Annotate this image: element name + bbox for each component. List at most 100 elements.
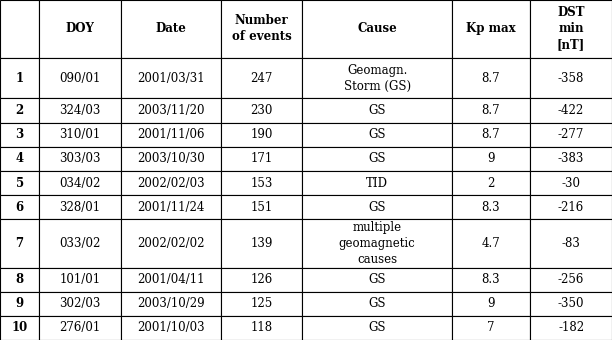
Text: 328/01: 328/01 xyxy=(59,201,100,214)
Bar xyxy=(452,171,530,195)
Text: 247: 247 xyxy=(250,71,273,85)
Bar xyxy=(39,147,121,171)
Bar xyxy=(121,219,220,268)
Bar xyxy=(452,219,530,268)
Text: 2: 2 xyxy=(487,176,494,189)
Text: 4: 4 xyxy=(15,152,24,165)
Bar xyxy=(302,57,452,99)
Text: -182: -182 xyxy=(558,321,584,335)
Bar xyxy=(530,219,612,268)
Text: GS: GS xyxy=(368,201,386,214)
Text: 8.7: 8.7 xyxy=(482,104,501,117)
Bar xyxy=(530,123,612,147)
Bar xyxy=(121,171,220,195)
Bar xyxy=(121,99,220,123)
Text: 2001/10/03: 2001/10/03 xyxy=(137,321,204,335)
Text: 2002/02/02: 2002/02/02 xyxy=(137,237,204,250)
Text: 2003/11/20: 2003/11/20 xyxy=(137,104,204,117)
Bar xyxy=(530,292,612,316)
Bar xyxy=(0,147,39,171)
Text: -350: -350 xyxy=(558,297,584,310)
Bar xyxy=(220,195,302,219)
Text: 10: 10 xyxy=(12,321,28,335)
Bar xyxy=(302,268,452,292)
Bar xyxy=(530,0,612,57)
Bar xyxy=(0,123,39,147)
Text: 8: 8 xyxy=(15,273,24,286)
Bar xyxy=(121,147,220,171)
Bar xyxy=(220,268,302,292)
Text: GS: GS xyxy=(368,321,386,335)
Bar xyxy=(220,99,302,123)
Text: 139: 139 xyxy=(250,237,273,250)
Text: 276/01: 276/01 xyxy=(59,321,101,335)
Bar xyxy=(530,99,612,123)
Text: 2003/10/30: 2003/10/30 xyxy=(137,152,204,165)
Bar xyxy=(302,171,452,195)
Bar xyxy=(452,316,530,340)
Bar xyxy=(121,123,220,147)
Text: 153: 153 xyxy=(250,176,273,189)
Text: 190: 190 xyxy=(250,128,273,141)
Bar xyxy=(0,195,39,219)
Text: GS: GS xyxy=(368,104,386,117)
Text: -216: -216 xyxy=(558,201,584,214)
Text: -256: -256 xyxy=(558,273,584,286)
Bar xyxy=(220,171,302,195)
Text: 8.7: 8.7 xyxy=(482,71,501,85)
Text: 033/02: 033/02 xyxy=(59,237,101,250)
Text: TID: TID xyxy=(366,176,388,189)
Bar xyxy=(220,147,302,171)
Text: 2001/11/06: 2001/11/06 xyxy=(137,128,204,141)
Bar xyxy=(39,123,121,147)
Bar xyxy=(220,316,302,340)
Text: 302/03: 302/03 xyxy=(59,297,101,310)
Bar xyxy=(220,57,302,99)
Text: 8.3: 8.3 xyxy=(482,273,501,286)
Text: -30: -30 xyxy=(562,176,581,189)
Bar xyxy=(39,219,121,268)
Text: 6: 6 xyxy=(15,201,24,214)
Text: 5: 5 xyxy=(15,176,24,189)
Text: 2003/10/29: 2003/10/29 xyxy=(137,297,204,310)
Bar xyxy=(530,316,612,340)
Text: DOY: DOY xyxy=(65,22,94,35)
Text: -277: -277 xyxy=(558,128,584,141)
Bar xyxy=(302,0,452,57)
Text: -383: -383 xyxy=(558,152,584,165)
Text: 230: 230 xyxy=(250,104,273,117)
Text: 125: 125 xyxy=(250,297,273,310)
Bar xyxy=(121,268,220,292)
Bar xyxy=(39,268,121,292)
Bar xyxy=(0,219,39,268)
Text: 303/03: 303/03 xyxy=(59,152,101,165)
Text: 118: 118 xyxy=(250,321,272,335)
Bar xyxy=(0,57,39,99)
Text: 2001/11/24: 2001/11/24 xyxy=(137,201,204,214)
Bar xyxy=(530,268,612,292)
Bar xyxy=(121,292,220,316)
Bar xyxy=(452,268,530,292)
Text: GS: GS xyxy=(368,273,386,286)
Text: 9: 9 xyxy=(487,152,494,165)
Bar xyxy=(452,99,530,123)
Bar xyxy=(302,195,452,219)
Text: 7: 7 xyxy=(487,321,494,335)
Bar xyxy=(452,292,530,316)
Text: GS: GS xyxy=(368,152,386,165)
Bar xyxy=(302,316,452,340)
Text: 310/01: 310/01 xyxy=(59,128,101,141)
Text: 090/01: 090/01 xyxy=(59,71,101,85)
Bar xyxy=(39,195,121,219)
Bar xyxy=(220,219,302,268)
Bar xyxy=(302,147,452,171)
Bar xyxy=(0,268,39,292)
Text: 9: 9 xyxy=(15,297,24,310)
Bar xyxy=(121,57,220,99)
Text: 1: 1 xyxy=(15,71,24,85)
Bar xyxy=(121,195,220,219)
Bar xyxy=(39,292,121,316)
Text: Cause: Cause xyxy=(357,22,397,35)
Text: 2001/03/31: 2001/03/31 xyxy=(137,71,204,85)
Text: 7: 7 xyxy=(15,237,24,250)
